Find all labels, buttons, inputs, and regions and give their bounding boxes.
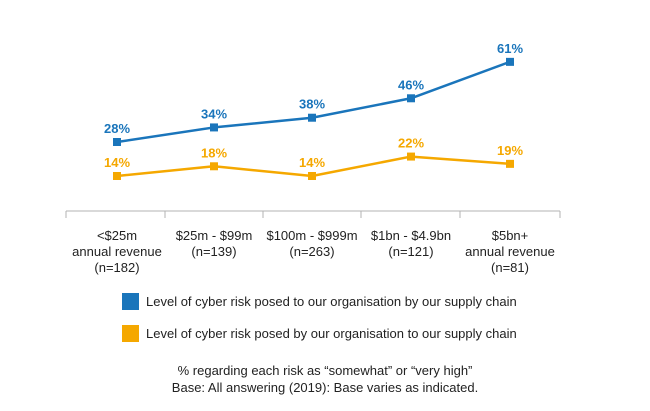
series-0-marker-4 — [506, 57, 514, 66]
x-tick-label-0: <$25m annual revenue (n=182) — [72, 228, 162, 275]
series-1-marker-1 — [210, 162, 218, 171]
line-chart: <$25m annual revenue (n=182) $25m - $99m (n=… — [65, 41, 561, 275]
footnote-measure: % regarding each risk as “somewhat” or “… — [177, 363, 473, 378]
x-tick-label-2: $100m - $999m (n=263) — [266, 228, 357, 259]
series-0-marker-0 — [113, 138, 121, 146]
legend-swatch-orange — [122, 325, 139, 342]
series-1-marker-4 — [506, 159, 514, 168]
series-1-data-label-3: 22% — [398, 136, 424, 151]
series-1-data-label-2: 14% — [299, 155, 325, 170]
footnote-base: Base: All answering (2019): Base varies … — [171, 380, 479, 395]
legend-item-supply-chain-to-org: Level of cyber risk posed to our organis… — [122, 293, 517, 310]
legend-label: Level of cyber risk posed by our organis… — [146, 326, 517, 341]
x-tick-label-1: $25m - $99m (n=139) — [176, 228, 253, 259]
series-1-data-label-0: 14% — [104, 155, 130, 170]
series-1-marker-2 — [308, 172, 316, 180]
x-tick-label-4: $5bn+ annual revenue (n=81) — [465, 228, 555, 275]
series-0-marker-2 — [308, 113, 316, 122]
series-1-marker-3 — [407, 152, 415, 161]
series-0-data-label-4: 61% — [497, 41, 523, 56]
legend-label: Level of cyber risk posed to our organis… — [146, 294, 517, 309]
series-1-marker-0 — [113, 172, 121, 180]
legend: Level of cyber risk posed to our organis… — [122, 293, 517, 357]
series-0-data-label-3: 46% — [398, 77, 424, 92]
series-1-data-label-1: 18% — [201, 145, 227, 160]
series-0-data-label-1: 34% — [201, 106, 227, 121]
legend-item-org-to-supply-chain: Level of cyber risk posed by our organis… — [122, 325, 517, 342]
series-1-data-label-4: 19% — [497, 143, 523, 158]
x-tick-label-3: $1bn - $4.9bn (n=121) — [371, 228, 451, 259]
series-0-data-label-2: 38% — [299, 97, 325, 112]
legend-swatch-blue — [122, 293, 139, 310]
series-0-marker-3 — [407, 94, 415, 103]
series-0-data-label-0: 28% — [104, 121, 130, 136]
series-0-marker-1 — [210, 123, 218, 132]
